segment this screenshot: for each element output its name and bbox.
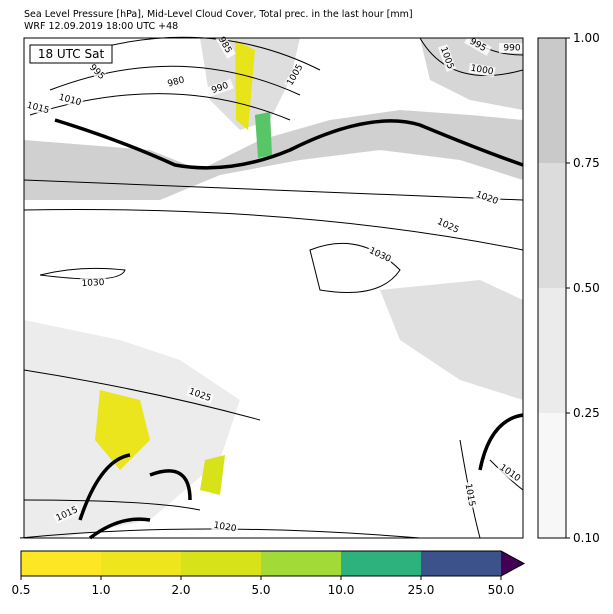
precip-area (95, 390, 150, 470)
colorbar-segment (341, 551, 422, 576)
isobar-1020 (78, 413, 524, 540)
contour-label-bg (24, 99, 52, 117)
contour-label-bg (473, 188, 501, 208)
time-label: 18 UTC Sat (38, 47, 105, 61)
contour-label-bg (366, 244, 394, 266)
colorbar-tick-label: 5.0 (251, 583, 270, 597)
colorbar-segment (21, 551, 102, 576)
precip-area (255, 112, 272, 158)
contour-label-bg (53, 503, 81, 525)
colorbar-segment (181, 551, 262, 576)
colorbar-tick-label: 10.0 (328, 583, 355, 597)
map-frame (23, 37, 524, 539)
contour-label: 1030 (81, 278, 105, 289)
contour-label-bg (79, 277, 107, 289)
contour-label: 1015 (463, 483, 477, 507)
contour-label-bg (499, 43, 525, 53)
contour-label-bg (162, 73, 190, 91)
contour-label-bg (464, 34, 492, 56)
contour-label-bg (206, 78, 234, 98)
colorbar-segment (538, 163, 566, 288)
contour-label-bg (468, 62, 496, 78)
contour-label-bg (56, 91, 84, 109)
contour-label-bg (211, 519, 239, 535)
colorbar-frame (20, 550, 526, 577)
contour-label: 990 (503, 44, 520, 54)
colorbar-segment (538, 413, 566, 538)
contour-label-bg (462, 481, 478, 509)
contour-label-bg (186, 385, 214, 405)
colorbar-tick-label: 0.50 (573, 281, 600, 295)
colorbar-segment (538, 38, 566, 163)
cloud-area (380, 280, 523, 400)
colorbar-tick-label: 25.0 (408, 583, 435, 597)
colorbar-segment (261, 551, 342, 576)
contour-label-bg (84, 59, 110, 85)
contour-label: 980 (167, 75, 186, 89)
colorbar-tick-label: 0.10 (573, 531, 600, 545)
colorbar-tick-label: 50.0 (488, 583, 515, 597)
colorbar-extend (501, 551, 524, 576)
contour-label-bg (496, 461, 524, 485)
contour-label: 1020 (213, 521, 238, 535)
colorbar-tick-label: 0.25 (573, 406, 600, 420)
contour-label: 1000 (470, 64, 495, 78)
colorbar-segment (538, 288, 566, 413)
contour-label-bg (434, 215, 462, 237)
title-line: WRF 12.09.2019 18:00 UTC +48 (24, 21, 178, 32)
colorbar-tick-label: 0.75 (573, 156, 600, 170)
colorbar-tick-label: 0.5 (11, 583, 30, 597)
colorbar-segment (101, 551, 182, 576)
colorbar-tick-label: 1.00 (573, 31, 600, 45)
precip-colorbar: 0.5 1.0 2.0 5.0 10.0 25.0 50.0 (11, 550, 526, 597)
time-box (29, 44, 113, 64)
colorbar-tick-label: 1.0 (91, 583, 110, 597)
title-line: Sea Level Pressure [hPa], Mid-Level Clou… (24, 9, 413, 20)
contour-label-bg (437, 44, 457, 72)
colorbar-segment (421, 551, 502, 576)
precip-area (200, 455, 225, 495)
precip-area (235, 40, 255, 130)
contour-label-bg (284, 61, 306, 89)
isobar-1020 (54, 118, 524, 170)
cloud-colorbar: 0.10 0.25 0.50 0.75 1.00 (537, 31, 600, 545)
colorbar-tick-label: 2.0 (171, 583, 190, 597)
